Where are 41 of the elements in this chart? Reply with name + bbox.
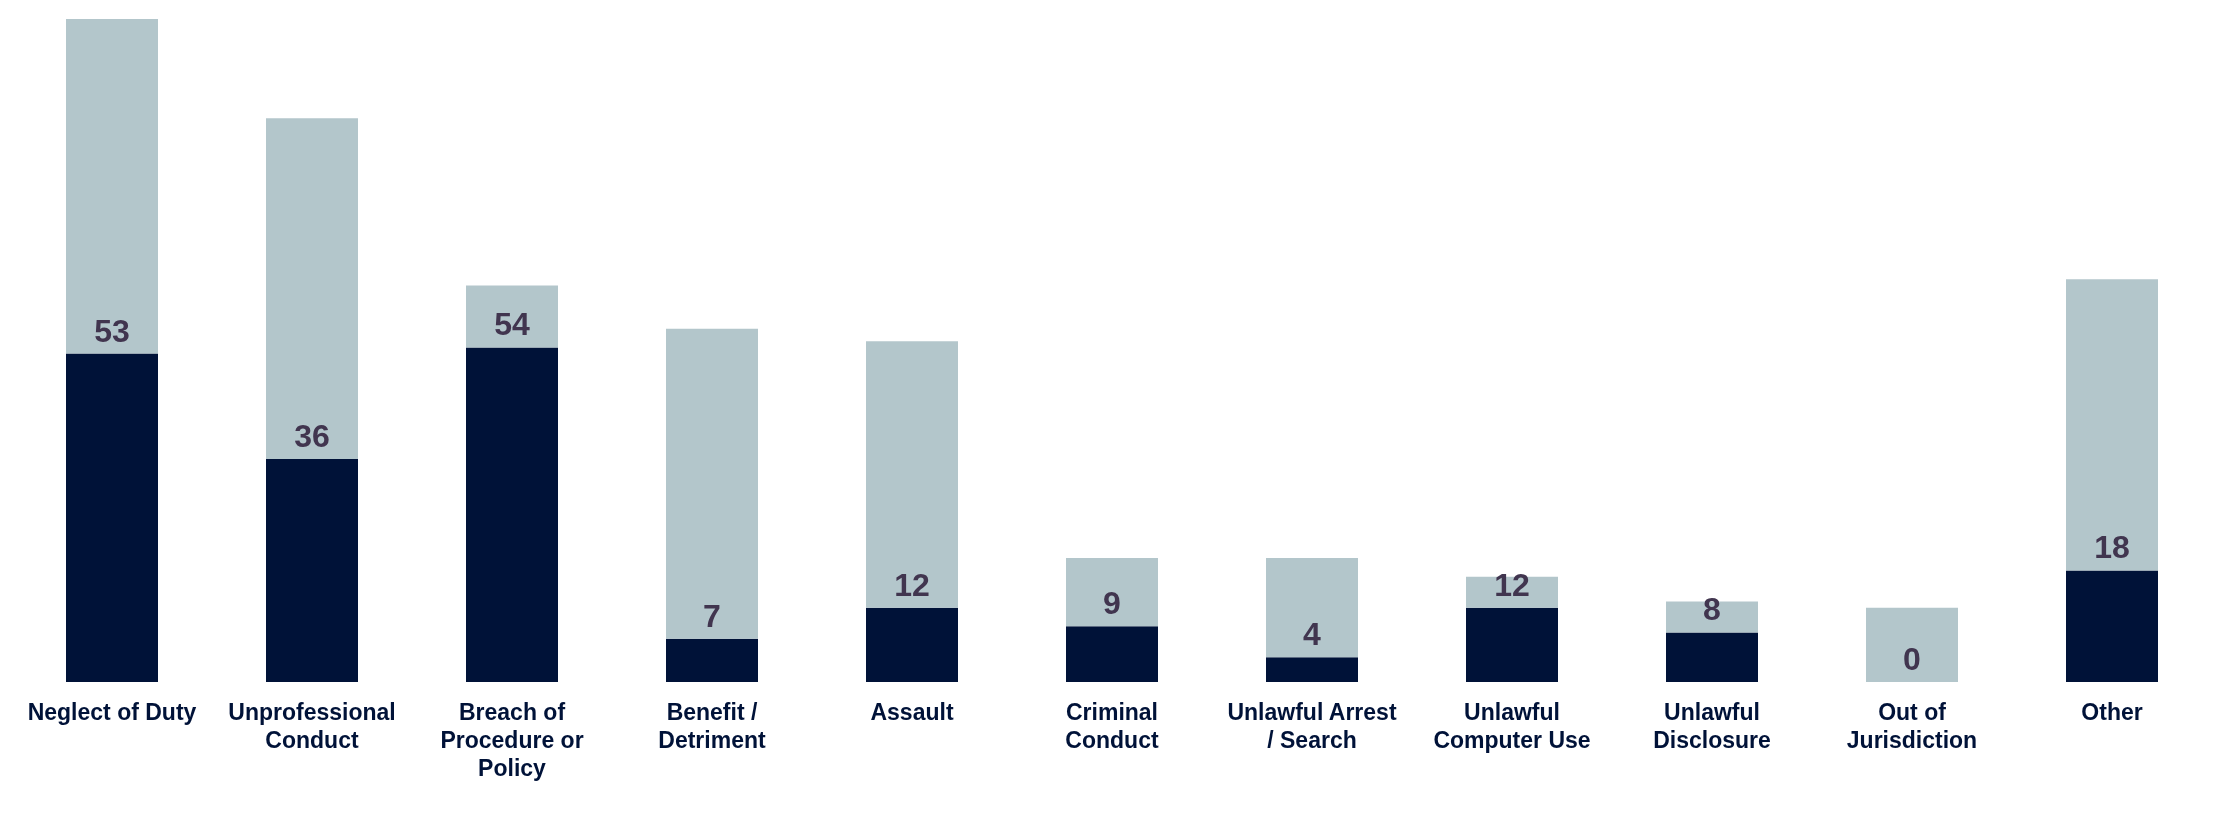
- x-tick-label: Criminal Conduct: [1065, 699, 1159, 753]
- bar: [1066, 558, 1158, 627]
- bar: [466, 285, 558, 348]
- bar: [66, 19, 158, 354]
- x-tick-label: Unlawful Arrest / Search: [1227, 699, 1397, 753]
- bar: [666, 328, 758, 639]
- data-label: 7: [703, 597, 721, 634]
- bar: [1466, 607, 1558, 682]
- data-label: 18: [2094, 529, 2130, 566]
- x-tick-label: Neglect of Duty: [27, 699, 197, 725]
- data-label: 9: [1103, 585, 1121, 622]
- x-tick-label: Out of Jurisdiction: [1846, 699, 1978, 753]
- bar: [866, 607, 958, 682]
- x-tick-label: Assault: [870, 699, 954, 725]
- x-tick-label: Other: [2081, 699, 2143, 725]
- data-label: 0: [1903, 641, 1921, 677]
- data-label: 53: [94, 312, 130, 349]
- bar: [466, 347, 558, 682]
- x-tick-label: Unlawful Disclosure: [1653, 699, 1771, 753]
- bar: [1266, 657, 1358, 682]
- x-tick-label: Breach of Procedure or Policy: [440, 699, 584, 781]
- x-tick-label: Unlawful Computer Use: [1433, 699, 1591, 753]
- data-label: 12: [894, 566, 930, 603]
- bar: [2066, 570, 2158, 682]
- data-label: 4: [1303, 616, 1322, 653]
- bar: [666, 638, 758, 682]
- bar: [1666, 632, 1758, 682]
- bar: [1866, 607, 1958, 682]
- data-label: 8: [1703, 591, 1721, 628]
- x-tick-label: Benefit / Detriment: [658, 699, 767, 753]
- bar: [1066, 626, 1158, 682]
- bar: [66, 353, 158, 682]
- x-tick-label: Unprofessional Conduct: [228, 699, 396, 753]
- data-label: 54: [494, 306, 530, 343]
- data-label: 36: [294, 417, 330, 454]
- bar: [1266, 558, 1358, 658]
- bar: [266, 118, 358, 459]
- bar: [2066, 279, 2158, 571]
- data-label: 12: [1494, 566, 1530, 603]
- bar: [266, 458, 358, 682]
- bar: [866, 341, 958, 608]
